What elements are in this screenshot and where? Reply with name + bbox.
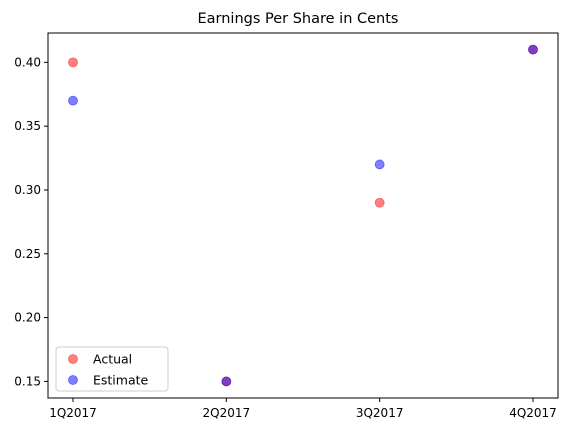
plot-area: 0.15 0.20 0.25 0.30 0.35 0.40 1Q2017 2Q2017 3Q20… (14, 32, 559, 420)
y-tick-label: 0.35 (14, 119, 41, 133)
x-tick-label: 1Q2017 (49, 406, 97, 420)
legend-marker-actual (68, 354, 78, 364)
y-tick-label: 0.25 (14, 247, 41, 261)
y-tick-label: 0.30 (14, 183, 41, 197)
legend-label-estimate: Estimate (93, 373, 149, 388)
legend-marker-estimate (68, 375, 78, 385)
y-tick-label: 0.40 (14, 55, 41, 69)
legend-label-actual: Actual (93, 352, 132, 367)
estimate-point (221, 376, 232, 387)
x-tick-label: 4Q2017 (509, 406, 557, 420)
actual-point (68, 57, 78, 68)
estimate-point (68, 95, 78, 106)
actual-point (374, 197, 385, 208)
plot-frame (47, 32, 559, 399)
legend-box (55, 346, 169, 392)
y-tick-label: 0.20 (14, 311, 41, 325)
x-tick-label: 2Q2017 (203, 406, 251, 420)
chart-title: Earnings Per Share in Cents (197, 11, 398, 27)
y-tick-label: 0.15 (14, 374, 41, 388)
x-tick-label: 3Q2017 (356, 406, 404, 420)
estimate-point (528, 44, 538, 55)
estimate-point (374, 159, 385, 170)
